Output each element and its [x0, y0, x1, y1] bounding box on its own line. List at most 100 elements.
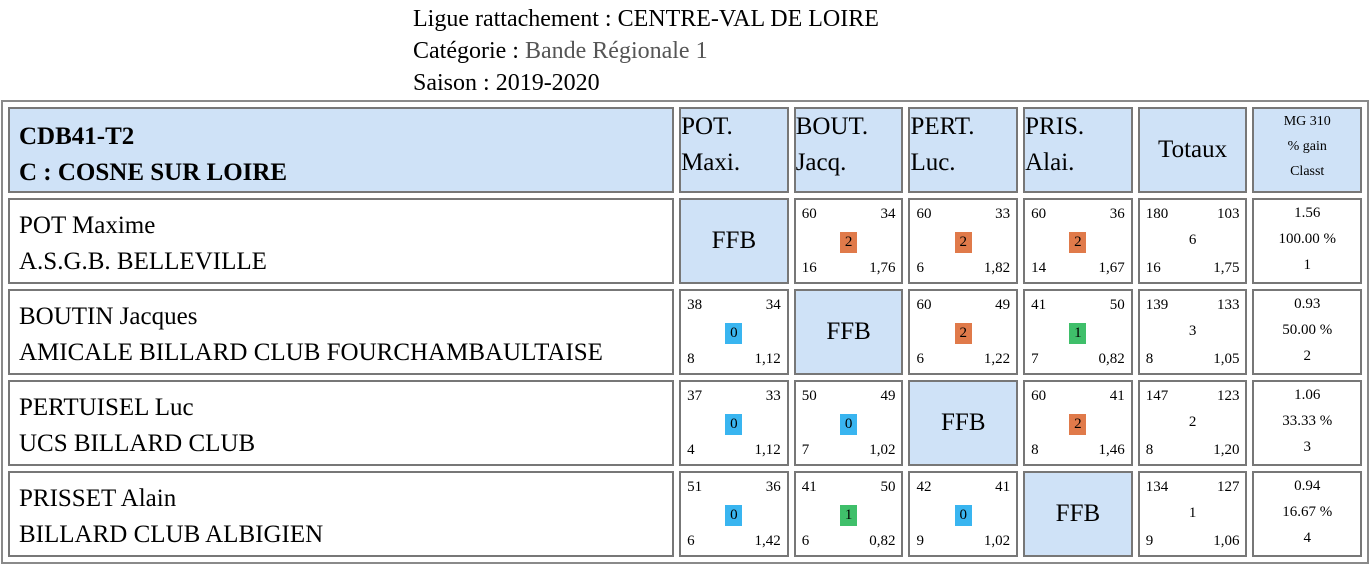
match-points-scored: 41: [1031, 297, 1047, 313]
match-cell: 50 49 0 7 1,02: [793, 380, 904, 466]
column-header-line2: Jacq.: [795, 149, 847, 176]
match-result: 2: [910, 232, 1016, 253]
mg-cell: 1.06 33.33 % 3: [1252, 380, 1362, 466]
match-innings: 6: [916, 351, 924, 367]
ranking: 3: [1303, 439, 1311, 455]
match-points-scored: 38: [687, 297, 703, 313]
player-name: PERTUISEL Luc: [19, 394, 194, 421]
mg-cell: 0.93 50.00 % 2: [1252, 289, 1362, 375]
match-points-opponent: 50: [880, 479, 896, 495]
column-header-line2: Luc.: [910, 149, 956, 176]
total-points-scored: 139: [1145, 297, 1169, 313]
match-innings: 7: [1031, 351, 1039, 367]
player-club: AMICALE BILLARD CLUB FOURCHAMBAULTAISE: [19, 339, 603, 366]
ranking: 2: [1303, 348, 1311, 364]
match-innings: 8: [687, 351, 695, 367]
column-header-bout: BOUT. Jacq.: [793, 107, 904, 193]
page-header: Ligue rattachement : CENTRE-VAL DE LOIRE…: [413, 3, 879, 99]
categorie-line: Catégorie : Bande Régionale 1: [413, 35, 879, 67]
categorie-value: Bande Régionale 1: [524, 38, 708, 64]
total-points-opponent: 133: [1216, 297, 1240, 313]
match-points-badge: 0: [725, 414, 743, 435]
match-cell: 37 33 0 4 1,12: [679, 380, 789, 466]
match-points-opponent: 41: [1109, 388, 1125, 404]
match-points-badge: 0: [725, 505, 743, 526]
group-header-cell: CDB41-T2 C : COSNE SUR LOIRE: [8, 107, 675, 193]
match-points-opponent: 33: [765, 388, 781, 404]
ranking: 4: [1303, 530, 1311, 546]
total-average: 1,05: [1213, 351, 1240, 367]
match-average: 0,82: [869, 533, 896, 549]
player-cell: PRISSET Alain BILLARD CLUB ALBIGIEN: [8, 471, 675, 557]
match-points-opponent: 50: [1109, 297, 1125, 313]
match-innings: 4: [687, 442, 695, 458]
match-result: 2: [796, 232, 902, 253]
match-average: 1,22: [983, 351, 1011, 367]
match-cell: 41 50 1 6 0,82: [793, 471, 904, 557]
match-points-opponent: 34: [880, 206, 896, 222]
column-header-line1: POT.: [681, 113, 733, 140]
match-points-badge: 1: [1069, 323, 1087, 344]
column-header-line2: Maxi.: [681, 149, 741, 176]
player-club: UCS BILLARD CLUB: [19, 430, 256, 457]
match-cell: 60 33 2 6 1,82: [908, 198, 1019, 284]
match-average: 1,12: [754, 442, 781, 458]
table-header-row: CDB41-T2 C : COSNE SUR LOIRE POT. Maxi. …: [8, 107, 1362, 193]
mg-header-line2: % gain: [1287, 139, 1327, 154]
match-points-badge: 2: [1069, 232, 1087, 253]
match-points-scored: 50: [801, 388, 817, 404]
match-points-opponent: 49: [995, 297, 1011, 313]
match-points-opponent: 41: [995, 479, 1011, 495]
general-average: 0.94: [1294, 478, 1321, 494]
match-cell: 42 41 0 9 1,02: [908, 471, 1019, 557]
match-average: 1,12: [754, 351, 781, 367]
match-innings: 6: [687, 533, 695, 549]
column-header-line2: Alai.: [1025, 149, 1075, 176]
results-table: CDB41-T2 C : COSNE SUR LOIRE POT. Maxi. …: [1, 100, 1369, 564]
group-subtitle: C : COSNE SUR LOIRE: [19, 159, 288, 186]
column-header-pot: POT. Maxi.: [679, 107, 789, 193]
match-result: 1: [796, 505, 902, 526]
ffb-cell: FFB: [1023, 471, 1133, 557]
table-row: PERTUISEL Luc UCS BILLARD CLUB 37 33 0 4 1,12 5…: [8, 380, 1362, 466]
match-cell: 38 34 0 8 1,12: [679, 289, 789, 375]
total-innings: 8: [1145, 351, 1154, 367]
match-result: 1: [1025, 323, 1131, 344]
match-cell: 41 50 1 7 0,82: [1023, 289, 1133, 375]
player-name: BOUTIN Jacques: [19, 303, 198, 330]
match-points-scored: 37: [687, 388, 703, 404]
column-header-pert: PERT. Luc.: [908, 107, 1019, 193]
match-points-badge: 0: [954, 505, 972, 526]
total-innings: 16: [1145, 260, 1161, 276]
gain-percent: 100.00 %: [1278, 231, 1336, 247]
player-club: A.S.G.B. BELLEVILLE: [19, 248, 267, 275]
ranking: 1: [1303, 257, 1311, 273]
total-innings: 8: [1145, 442, 1154, 458]
match-points-badge: 0: [840, 414, 858, 435]
table-row: POT Maxime A.S.G.B. BELLEVILLE FFB 60 34 2 16 1…: [8, 198, 1362, 284]
match-result: 0: [681, 505, 787, 526]
match-innings: 8: [1031, 442, 1039, 458]
match-average: 1,02: [983, 533, 1011, 549]
match-points-opponent: 33: [995, 206, 1011, 222]
total-points-opponent: 127: [1216, 479, 1240, 495]
mg-cell: 0.94 16.67 % 4: [1252, 471, 1362, 557]
match-points-badge: 2: [954, 323, 972, 344]
match-points-opponent: 36: [765, 479, 781, 495]
saison-line: Saison : 2019-2020: [413, 67, 879, 99]
match-points-scored: 51: [687, 479, 703, 495]
match-result: 2: [910, 323, 1016, 344]
match-cell: 60 41 2 8 1,46: [1023, 380, 1133, 466]
match-average: 1,42: [754, 533, 781, 549]
match-result: 0: [681, 414, 787, 435]
total-match-points: 2: [1188, 414, 1197, 430]
table-row: BOUTIN Jacques AMICALE BILLARD CLUB FOURC…: [8, 289, 1362, 375]
match-points-badge: 2: [1069, 414, 1087, 435]
saison-value: 2019-2020: [495, 70, 600, 96]
match-points-scored: 60: [916, 297, 932, 313]
match-innings: 14: [1031, 260, 1047, 276]
match-result: 2: [1025, 232, 1131, 253]
player-name: PRISSET Alain: [19, 485, 177, 512]
total-match-points: 1: [1188, 505, 1197, 521]
column-header-line1: PRIS.: [1025, 113, 1085, 140]
